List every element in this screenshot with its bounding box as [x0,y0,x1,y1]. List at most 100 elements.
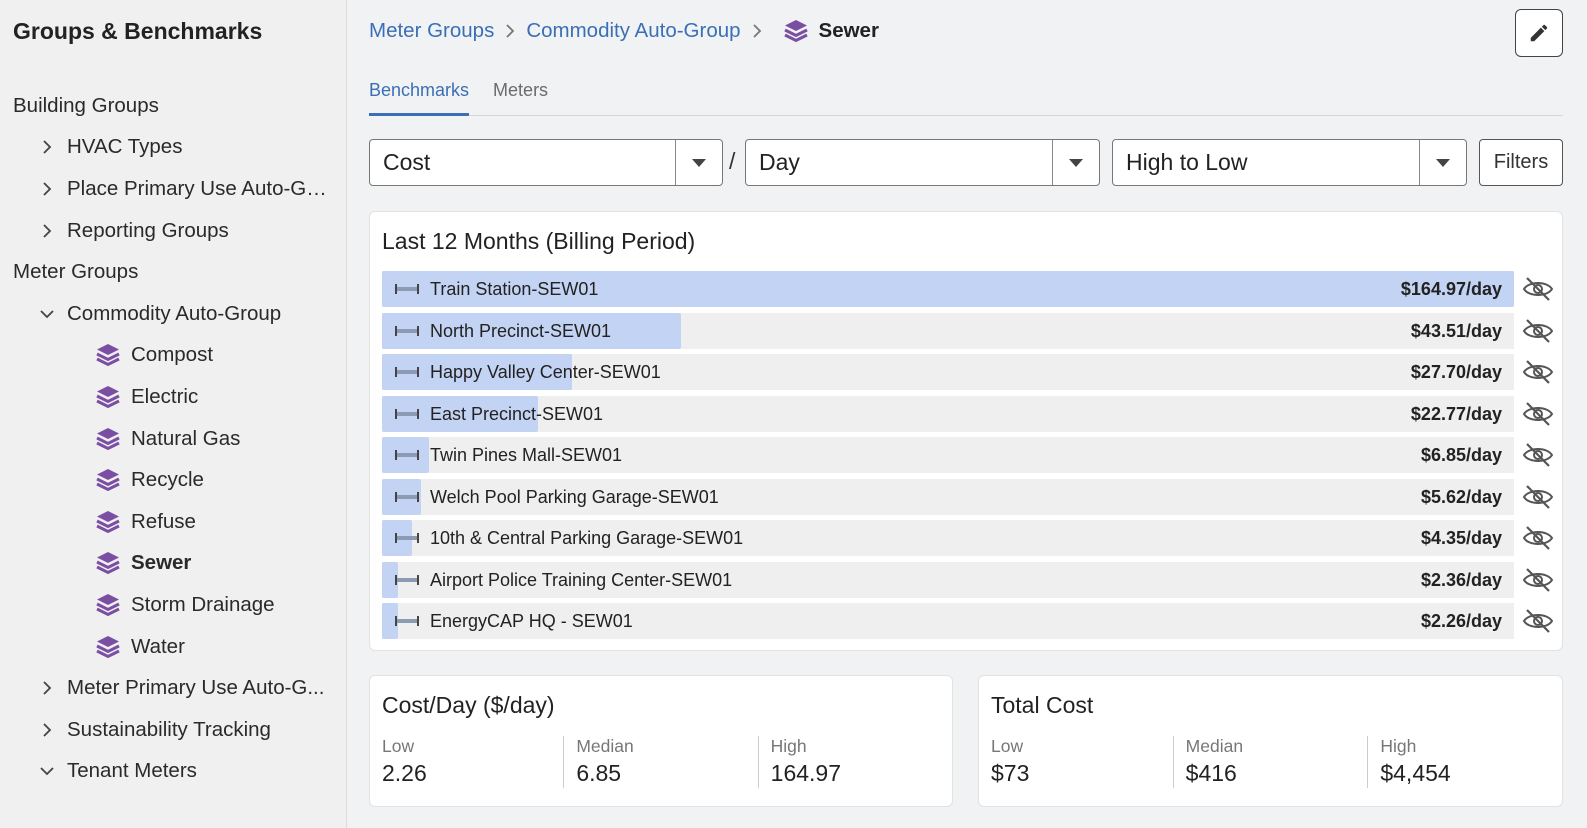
tree-item-label: Refuse [131,509,196,533]
benchmark-row-name: Happy Valley Center-SEW01 [430,362,661,382]
tree-item-commodity-auto-group[interactable]: Commodity Auto-Group [0,293,347,335]
stat-label: Low [991,736,1024,756]
tree-item-recycle[interactable]: Recycle [0,459,347,501]
tree-item-label: HVAC Types [67,135,183,159]
cost-per-day-title: Cost/Day ($/day) [382,692,555,718]
benchmark-row-value: $6.85/day [1420,445,1502,465]
meter-icon [395,574,419,585]
eye-slash-icon[interactable] [1522,441,1554,469]
group-tree: Building Groups HVAC Types Place Primary U… [0,85,347,792]
tree-item-sustainability-tracking[interactable]: Sustainability Tracking [0,709,347,751]
benchmark-row: Happy Valley Center-SEW01 $27.70/day [382,354,1564,390]
benchmark-row: 10th & Central Parking Garage-SEW01 $4.35… [382,520,1564,556]
benchmark-row-value: $22.77/day [1410,403,1502,424]
sidebar-title: Groups & Benchmarks [13,18,263,44]
tree-item-refuse[interactable]: Refuse [0,501,347,543]
meter-icon [395,367,419,377]
tab-meters[interactable]: Meters [493,80,549,100]
layers-icon [96,385,120,409]
stat-label: Median [1185,736,1244,756]
tab-bar: Benchmarks Meters [369,70,1563,116]
total-cost-card: Total Cost Low $73 Median $416 High $4,4… [978,675,1563,807]
tree-item-label: Sewer [131,551,192,575]
tree-item-place-primary-use-auto-gr[interactable]: Place Primary Use Auto-Gr... [0,168,347,210]
breadcrumb-current-label: Sewer [818,19,879,42]
tree-item-sewer[interactable]: Sewer [0,543,347,585]
eye-slash-icon[interactable] [1522,358,1554,386]
chevron-right-icon [752,24,761,38]
main-panel: Meter Groups Commodity Auto-Group Sewer … [347,0,1587,828]
benchmark-bar [382,312,681,349]
tree-item-water[interactable]: Water [0,626,347,668]
tree-item-storm-drainage[interactable]: Storm Drainage [0,584,347,626]
caret-down-icon [1052,140,1099,185]
meter-icon [395,450,419,460]
benchmark-row: Welch Pool Parking Garage-SEW01 $5.62/day [382,478,1564,515]
breadcrumb-commodity-auto-group[interactable]: Commodity Auto-Group [526,19,741,42]
sort-select[interactable]: High to Low [1112,139,1467,186]
benchmark-bar-track[interactable]: East Precinct-SEW01 $22.77/day [382,395,1514,432]
filters-button[interactable]: Filters [1479,139,1563,186]
tree-item-building-groups[interactable]: Building Groups [0,85,347,127]
metric-select[interactable]: Cost [369,139,723,186]
benchmark-row-name: Train Station-SEW01 [430,279,599,299]
benchmark-bar-track[interactable]: Train Station-SEW01 $164.97/day [382,271,1514,307]
benchmark-bar-track[interactable]: EnergyCAP HQ - SEW01 $2.26/day [382,603,1514,639]
layers-icon [96,344,120,367]
benchmark-row-name: Twin Pines Mall-SEW01 [430,445,623,465]
eye-slash-icon[interactable] [1522,607,1554,635]
stat-value: 2.26 [382,760,427,786]
benchmark-row: East Precinct-SEW01 $22.77/day [382,395,1564,432]
chevron-right-icon[interactable] [38,138,56,156]
layers-icon [783,20,808,43]
benchmark-row-name: Welch Pool Parking Garage-SEW01 [430,486,719,507]
chevron-right-icon[interactable] [38,222,56,240]
tree-item-natural-gas[interactable]: Natural Gas [0,418,347,460]
benchmark-card: Last 12 Months (Billing Period) Train St… [369,211,1563,651]
stat-high: High 164.97 [757,736,952,788]
per-select[interactable]: Day [745,139,1100,186]
tree-item-meter-primary-use-auto-g[interactable]: Meter Primary Use Auto-G... [0,667,347,709]
benchmark-row-value: $5.62/day [1420,486,1502,507]
eye-slash-icon[interactable] [1522,483,1554,511]
edit-button[interactable] [1515,9,1563,57]
benchmark-bar-track[interactable]: Welch Pool Parking Garage-SEW01 $5.62/day [382,478,1514,515]
chevron-right-icon[interactable] [38,180,56,198]
tree-item-meter-groups[interactable]: Meter Groups [0,251,347,293]
benchmark-bar-track[interactable]: Airport Police Training Center-SEW01 $2.3… [382,561,1514,598]
total-cost-title: Total Cost [991,692,1094,718]
layers-icon [96,469,120,492]
layers-icon [96,427,120,450]
breadcrumb-meter-groups[interactable]: Meter Groups [369,19,495,42]
chevron-down-icon[interactable] [38,762,56,780]
stat-value: $416 [1185,760,1237,786]
chevron-down-icon[interactable] [38,305,56,323]
tree-item-tenant-meters[interactable]: Tenant Meters [0,751,347,793]
total-cost-stats: Low $73 Median $416 High $4,454 [979,736,1562,788]
tree-item-hvac-types[interactable]: HVAC Types [0,127,347,169]
layers-icon [96,635,120,658]
tree-item-reporting-groups[interactable]: Reporting Groups [0,210,347,252]
eye-slash-icon[interactable] [1522,275,1554,303]
benchmark-row: Train Station-SEW01 $164.97/day [382,271,1564,307]
eye-slash-icon[interactable] [1522,566,1554,594]
chevron-right-icon[interactable] [38,679,56,697]
tree-item-label: Natural Gas [131,426,241,450]
eye-slash-icon[interactable] [1522,400,1554,428]
benchmark-row: Twin Pines Mall-SEW01 $6.85/day [382,437,1564,473]
tree-item-electric[interactable]: Electric [0,376,347,418]
benchmark-bar-track[interactable]: Twin Pines Mall-SEW01 $6.85/day [382,437,1514,473]
benchmark-bar-track[interactable]: Happy Valley Center-SEW01 $27.70/day [382,354,1514,390]
benchmark-row: North Precinct-SEW01 $43.51/day [382,312,1564,349]
benchmark-bar-track[interactable]: 10th & Central Parking Garage-SEW01 $4.35… [382,520,1514,556]
chevron-right-icon[interactable] [38,721,56,739]
metric-select-value: Cost [383,149,431,175]
benchmark-row-value: $43.51/day [1410,320,1502,341]
tree-item-label: Tenant Meters [67,759,197,783]
eye-slash-icon[interactable] [1522,317,1554,345]
tab-benchmarks[interactable]: Benchmarks [369,70,470,116]
benchmark-bar-track[interactable]: North Precinct-SEW01 $43.51/day [382,312,1514,349]
caret-down-icon [1419,140,1466,185]
eye-slash-icon[interactable] [1522,524,1554,552]
tree-item-compost[interactable]: Compost [0,335,347,377]
